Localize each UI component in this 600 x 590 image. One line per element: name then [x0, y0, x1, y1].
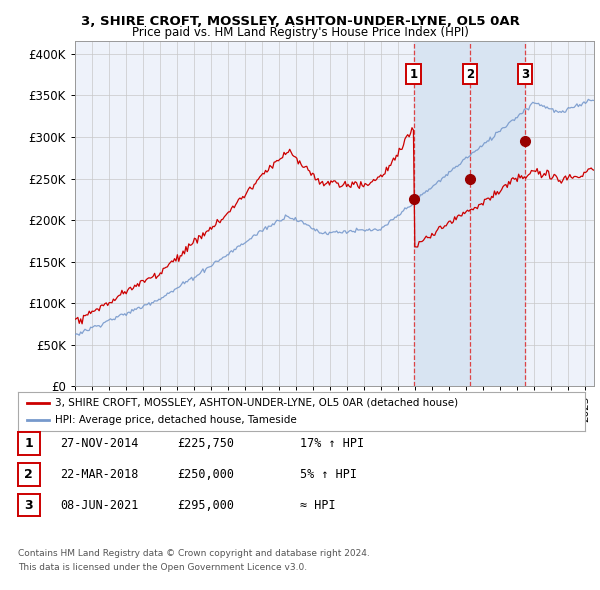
Text: 22-MAR-2018: 22-MAR-2018	[60, 468, 139, 481]
Text: £225,750: £225,750	[177, 437, 234, 450]
Text: £250,000: £250,000	[177, 468, 234, 481]
Text: ≈ HPI: ≈ HPI	[300, 499, 335, 512]
Text: 3: 3	[521, 68, 529, 81]
Text: 08-JUN-2021: 08-JUN-2021	[60, 499, 139, 512]
Bar	[414, 41, 470, 386]
Text: 17% ↑ HPI: 17% ↑ HPI	[300, 437, 364, 450]
Bar	[470, 41, 525, 386]
Text: 3: 3	[25, 499, 33, 512]
Text: 2: 2	[25, 468, 33, 481]
Text: 27-NOV-2014: 27-NOV-2014	[60, 437, 139, 450]
Text: 5% ↑ HPI: 5% ↑ HPI	[300, 468, 357, 481]
Text: 3, SHIRE CROFT, MOSSLEY, ASHTON-UNDER-LYNE, OL5 0AR (detached house): 3, SHIRE CROFT, MOSSLEY, ASHTON-UNDER-LY…	[55, 398, 458, 408]
Text: HPI: Average price, detached house, Tameside: HPI: Average price, detached house, Tame…	[55, 415, 296, 425]
Text: 1: 1	[25, 437, 33, 450]
Text: £295,000: £295,000	[177, 499, 234, 512]
Text: 3, SHIRE CROFT, MOSSLEY, ASHTON-UNDER-LYNE, OL5 0AR: 3, SHIRE CROFT, MOSSLEY, ASHTON-UNDER-LY…	[80, 15, 520, 28]
Text: Price paid vs. HM Land Registry's House Price Index (HPI): Price paid vs. HM Land Registry's House …	[131, 26, 469, 39]
Text: 2: 2	[466, 68, 474, 81]
Text: This data is licensed under the Open Government Licence v3.0.: This data is licensed under the Open Gov…	[18, 563, 307, 572]
Text: Contains HM Land Registry data © Crown copyright and database right 2024.: Contains HM Land Registry data © Crown c…	[18, 549, 370, 558]
Text: 1: 1	[410, 68, 418, 81]
